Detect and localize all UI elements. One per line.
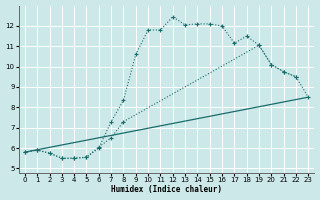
X-axis label: Humidex (Indice chaleur): Humidex (Indice chaleur) [111,185,222,194]
